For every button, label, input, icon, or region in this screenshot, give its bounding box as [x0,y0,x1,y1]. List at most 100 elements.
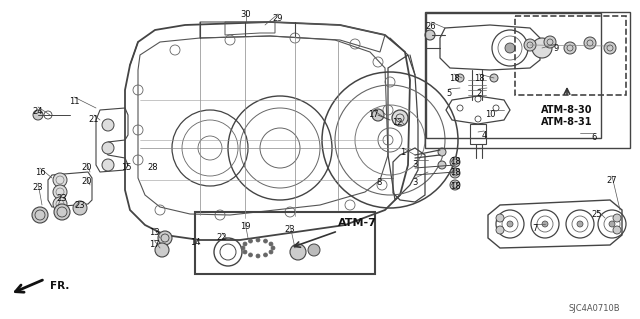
Circle shape [584,37,596,49]
Text: SJC4A0710B: SJC4A0710B [568,304,620,313]
Text: 23: 23 [33,183,44,192]
Text: 15: 15 [121,163,131,172]
Text: 20: 20 [82,177,92,186]
Circle shape [490,74,498,82]
Circle shape [542,221,548,227]
Circle shape [264,239,268,243]
Circle shape [564,42,576,54]
Circle shape [269,242,273,246]
Circle shape [438,161,446,169]
Circle shape [456,74,464,82]
Bar [425,12,630,148]
Circle shape [524,39,536,51]
Text: ATM-8-31: ATM-8-31 [541,117,593,127]
Circle shape [609,221,615,227]
Text: FR.: FR. [50,281,69,291]
Text: 18: 18 [450,157,460,166]
Text: 8: 8 [376,178,381,187]
Circle shape [54,204,70,220]
Circle shape [450,168,460,178]
Text: 20: 20 [82,163,92,172]
Circle shape [102,159,114,171]
Circle shape [613,214,621,222]
Circle shape [544,36,556,48]
Text: 6: 6 [591,133,596,142]
Circle shape [438,148,446,156]
Circle shape [256,238,260,242]
Text: 3: 3 [412,178,418,187]
Bar [515,16,626,95]
Text: 3: 3 [412,160,418,169]
Circle shape [241,246,245,250]
Text: 12: 12 [392,118,403,127]
Circle shape [425,30,435,40]
Text: 26: 26 [426,22,436,31]
Text: 16: 16 [35,168,45,177]
Circle shape [53,173,67,187]
Circle shape [73,201,87,215]
Text: 21: 21 [89,115,99,124]
Text: 1: 1 [401,148,406,157]
Circle shape [158,231,172,245]
Circle shape [102,119,114,131]
Text: 23: 23 [285,225,295,234]
Text: 19: 19 [240,222,250,231]
Circle shape [264,253,268,257]
Bar [470,124,486,144]
Circle shape [269,250,273,254]
Text: 23: 23 [57,194,67,203]
Circle shape [505,43,515,53]
Text: 18: 18 [474,74,484,83]
Text: 29: 29 [273,14,284,23]
Circle shape [392,110,408,126]
Text: 30: 30 [241,10,252,19]
Text: 13: 13 [148,228,159,237]
Text: 9: 9 [554,44,559,53]
Circle shape [248,253,253,257]
Text: 10: 10 [484,110,495,119]
Circle shape [271,246,275,250]
Circle shape [33,110,43,120]
Circle shape [577,221,583,227]
Text: 17: 17 [368,110,378,119]
Text: 25: 25 [592,210,602,219]
Circle shape [290,244,306,260]
Circle shape [450,180,460,190]
Text: 18: 18 [449,74,460,83]
Circle shape [507,221,513,227]
Circle shape [613,226,621,234]
Circle shape [308,244,320,256]
Text: 2: 2 [476,89,482,98]
Circle shape [53,197,67,211]
Text: 27: 27 [607,176,618,185]
Circle shape [372,109,384,121]
Circle shape [256,254,260,258]
Text: ATM-8-30: ATM-8-30 [541,105,593,115]
Circle shape [450,157,460,167]
Text: 22: 22 [217,233,227,242]
Text: 18: 18 [450,168,460,177]
Circle shape [532,38,552,58]
Circle shape [155,243,169,257]
Text: 24: 24 [33,107,44,116]
Text: 18: 18 [450,182,460,191]
Text: ATM-7: ATM-7 [338,218,377,228]
Text: 28: 28 [148,163,158,172]
Text: 14: 14 [189,238,200,247]
Circle shape [496,226,504,234]
Text: 11: 11 [68,97,79,106]
Text: 17: 17 [148,240,159,249]
Circle shape [243,250,247,254]
Circle shape [248,239,253,243]
Text: 23: 23 [75,201,85,210]
Bar [195,212,375,274]
Text: 5: 5 [446,89,452,98]
Bar [426,13,601,138]
Circle shape [53,185,67,199]
Circle shape [604,42,616,54]
Text: 4: 4 [481,131,486,140]
Circle shape [496,214,504,222]
Text: 7: 7 [532,224,538,233]
Circle shape [243,242,247,246]
Circle shape [102,142,114,154]
